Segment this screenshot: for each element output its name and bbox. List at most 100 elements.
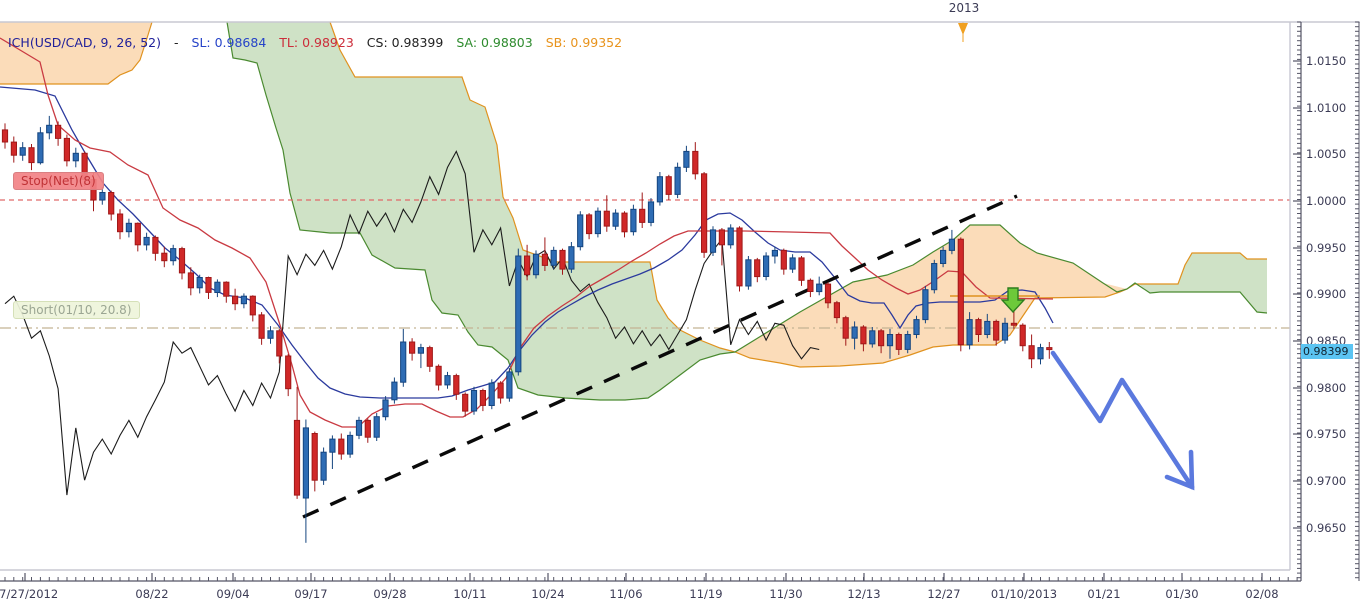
candle-body[interactable] (355, 419, 363, 436)
candle-body[interactable] (453, 375, 460, 395)
candle-body[interactable] (763, 255, 770, 277)
candle-body[interactable] (72, 152, 79, 162)
candle-body[interactable] (993, 320, 1000, 341)
candle-body[interactable] (152, 236, 159, 254)
candle-body[interactable] (285, 355, 292, 390)
candle-body[interactable] (108, 192, 115, 215)
candle-body[interactable] (293, 419, 301, 496)
candle-body[interactable] (754, 259, 761, 278)
candle-body[interactable] (205, 277, 212, 293)
candle-body[interactable] (1, 129, 9, 143)
candle-body[interactable] (19, 147, 26, 156)
candle-body[interactable] (187, 272, 195, 289)
candle-body[interactable] (612, 212, 619, 227)
candle-body[interactable] (99, 192, 106, 201)
candle-body[interactable] (46, 124, 53, 134)
candle-body[interactable] (1037, 347, 1044, 360)
candle-body[interactable] (869, 330, 876, 345)
trendline[interactable] (302, 194, 1018, 519)
candle-body[interactable] (824, 283, 832, 304)
candle-body[interactable] (524, 255, 531, 276)
candle-body[interactable] (603, 210, 610, 227)
candle-body[interactable] (223, 281, 230, 297)
candle-body[interactable] (338, 438, 345, 455)
candle-body[interactable] (117, 213, 124, 233)
candle-body[interactable] (1001, 322, 1009, 341)
candle-body[interactable] (904, 334, 911, 350)
candle-body[interactable] (692, 150, 699, 175)
candle-body[interactable] (267, 330, 274, 339)
candle-body[interactable] (311, 433, 318, 481)
candle-body[interactable] (134, 222, 141, 246)
candle-body[interactable] (966, 319, 973, 346)
candle-body[interactable] (470, 390, 478, 412)
candle-body[interactable] (400, 341, 407, 383)
candle-body[interactable] (568, 246, 575, 270)
candle-body[interactable] (798, 257, 805, 281)
candle-body[interactable] (347, 434, 354, 455)
candle-body[interactable] (984, 320, 991, 335)
time-axis[interactable]: 07/27/2012 08/22 09/04 09/17 09/28 10/11 10/24… (0, 573, 1301, 601)
candle-body[interactable] (302, 427, 309, 499)
candle-body[interactable] (727, 227, 734, 246)
candle-body[interactable] (895, 334, 902, 350)
stop-order-label[interactable]: Stop(Net)(8) (13, 172, 104, 190)
candle-body[interactable] (851, 326, 858, 339)
candle-body[interactable] (426, 347, 433, 367)
candle-body[interactable] (541, 253, 548, 266)
candle-body[interactable] (382, 399, 389, 418)
candle-body[interactable] (37, 132, 44, 164)
candle-body[interactable] (860, 326, 867, 345)
candle-body[interactable] (807, 279, 814, 292)
candle-body[interactable] (462, 393, 469, 412)
forecast-arrow[interactable] (1050, 350, 1195, 490)
candle-body[interactable] (586, 214, 593, 235)
candle-body[interactable] (161, 252, 168, 262)
candle-body[interactable] (833, 302, 840, 319)
candle-body[interactable] (701, 173, 708, 253)
candle-body[interactable] (577, 214, 584, 248)
candle-body[interactable] (630, 208, 637, 233)
candle-body[interactable] (816, 283, 823, 293)
candle-body[interactable] (232, 295, 239, 305)
candle-body[interactable] (55, 124, 62, 139)
candle-body[interactable] (780, 249, 787, 270)
candle-body[interactable] (913, 319, 920, 336)
candle-body[interactable] (515, 255, 522, 373)
candle-body[interactable] (488, 382, 495, 407)
candle-body[interactable] (842, 317, 849, 339)
candle-body[interactable] (196, 277, 203, 289)
candle-body[interactable] (878, 330, 885, 347)
candle-body[interactable] (975, 319, 982, 336)
candle-body[interactable] (683, 150, 690, 168)
candle-body[interactable] (771, 249, 778, 257)
candle-body[interactable] (665, 176, 672, 195)
candle-body[interactable] (10, 141, 17, 156)
price-axis[interactable]: 1.0150 1.0100 1.0050 1.0000 0.9950 0.9900 0.98… (1293, 21, 1360, 581)
candle-body[interactable] (745, 259, 752, 287)
short-position-label[interactable]: Short(01/10, 20.8) (13, 301, 140, 319)
candle-body[interactable] (940, 249, 947, 264)
candle-body[interactable] (1019, 324, 1026, 347)
candle-body[interactable] (594, 210, 601, 235)
candle-body[interactable] (143, 236, 150, 246)
candle-body[interactable] (444, 375, 451, 386)
candle-body[interactable] (1010, 322, 1017, 326)
candle-body[interactable] (789, 257, 796, 270)
candle-body[interactable] (249, 295, 256, 316)
candle-body[interactable] (391, 381, 398, 401)
candle-body[interactable] (373, 416, 380, 438)
candle-body[interactable] (320, 451, 327, 481)
candle-body[interactable] (479, 390, 486, 406)
candle-body[interactable] (435, 365, 442, 386)
candle-body[interactable] (621, 212, 628, 233)
candle-body[interactable] (1046, 347, 1053, 351)
candle-body[interactable] (240, 295, 248, 305)
candle-body[interactable] (674, 166, 681, 195)
candle-body[interactable] (709, 229, 717, 253)
candle-body[interactable] (922, 289, 929, 321)
candle-body[interactable] (506, 371, 513, 399)
candle-body[interactable] (639, 208, 646, 223)
candle-body[interactable] (329, 438, 336, 453)
